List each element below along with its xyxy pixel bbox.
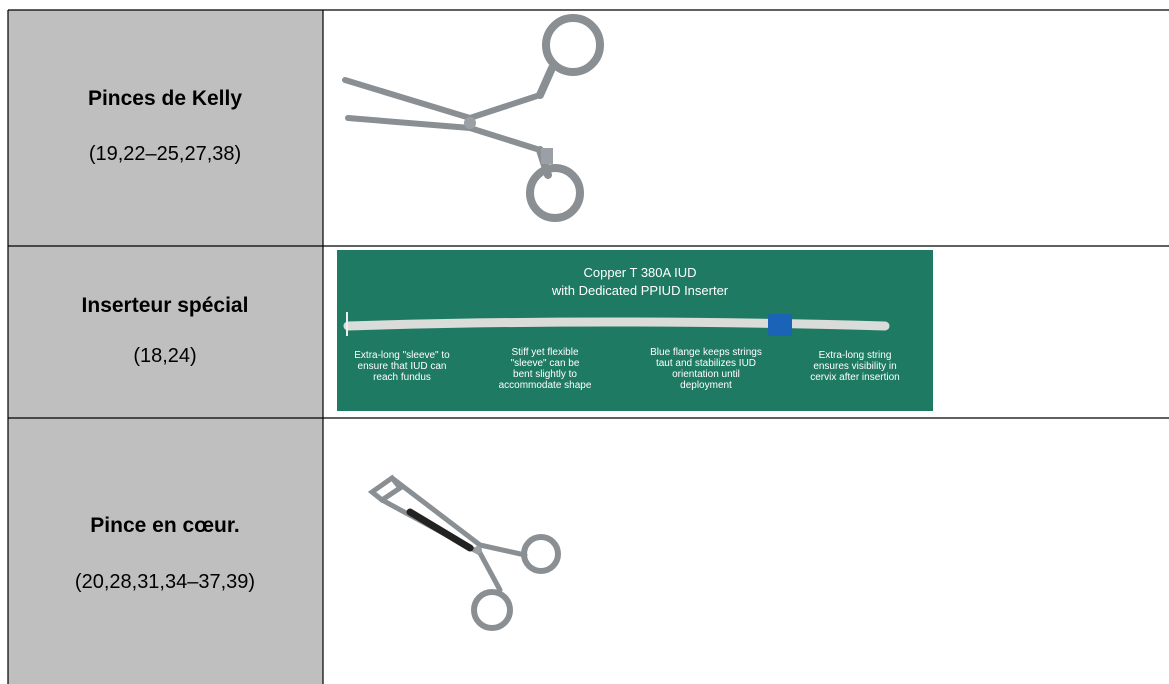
kelly-forceps-image	[330, 11, 610, 245]
inserter-title: with Dedicated PPIUD Inserter	[551, 283, 729, 298]
row-name: Inserteur spécial	[82, 294, 249, 317]
inserter-caption: ensures visibility in	[813, 361, 896, 372]
row-refs: (18,24)	[133, 345, 196, 367]
inserter-caption: orientation until	[672, 369, 740, 380]
inserter-caption: Extra-long "sleeve" to	[354, 350, 450, 361]
inserter-caption: cervix after insertion	[810, 372, 899, 383]
label-column	[8, 10, 323, 684]
inserter-caption: deployment	[680, 380, 732, 391]
inserter-caption: Extra-long string	[819, 350, 892, 361]
inserter-caption: reach fundus	[373, 372, 431, 383]
heart-forceps-image	[330, 430, 585, 684]
row-refs: (20,28,31,34–37,39)	[75, 571, 255, 593]
inserter-image: Copper T 380A IUD with Dedicated PPIUD I…	[337, 250, 933, 411]
inserter-caption: taut and stabilizes IUD	[656, 358, 756, 369]
inserter-caption: Blue flange keeps strings	[650, 347, 762, 358]
inserter-caption: bent slightly to	[513, 369, 577, 380]
inserter-caption: ensure that IUD can	[358, 361, 447, 372]
row-refs: (19,22–25,27,38)	[89, 143, 241, 165]
inserter-caption: "sleeve" can be	[511, 358, 580, 369]
row-name: Pince en cœur.	[90, 514, 239, 537]
row-name: Pinces de Kelly	[88, 87, 242, 110]
table-grid	[7, 9, 1169, 684]
inserter-title: Copper T 380A IUD	[584, 265, 697, 280]
inserter-caption: accommodate shape	[499, 380, 592, 391]
inserter-caption: Stiff yet flexible	[511, 347, 579, 358]
